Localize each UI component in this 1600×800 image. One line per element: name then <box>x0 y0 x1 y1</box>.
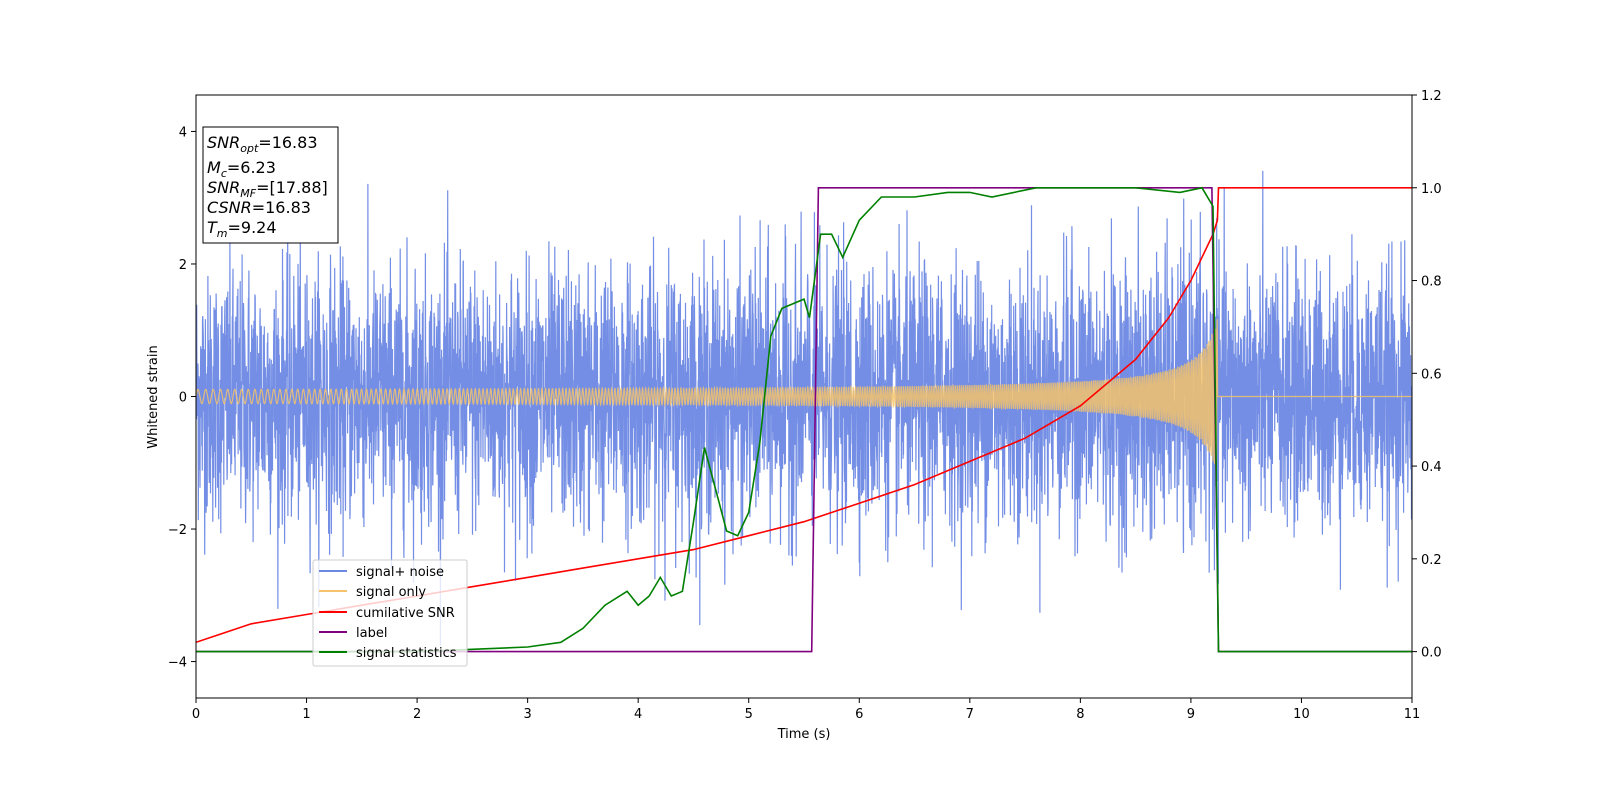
legend-label-signal-noise: signal+ noise <box>356 565 444 580</box>
x-tick-label: 1 <box>302 707 310 722</box>
info-snr-opt: SNRopt=16.83 <box>207 133 318 155</box>
y-right-tick-label: 1.0 <box>1421 182 1442 197</box>
x-tick-label: 3 <box>523 707 531 722</box>
x-tick-label: 4 <box>634 707 642 722</box>
x-tick-label: 10 <box>1293 707 1310 722</box>
y-axis-right: 0.0 0.2 0.4 0.6 0.8 1.0 1.2 <box>1412 89 1442 661</box>
y-left-tick-label: 0 <box>179 391 187 406</box>
x-tick-label: 0 <box>192 707 200 722</box>
y-left-tick-label: −2 <box>168 523 187 538</box>
legend-label-signal-only: signal only <box>356 585 426 600</box>
legend: signal+ noise signal only cumilative SNR… <box>312 559 468 667</box>
x-tick-label: 2 <box>413 707 421 722</box>
legend-label-cumulative-snr: cumilative SNR <box>356 606 455 621</box>
legend-label-signal-statistics: signal statistics <box>356 646 457 661</box>
x-axis: 0 1 2 3 4 5 6 7 8 9 10 11 <box>192 698 1420 722</box>
x-tick-label: 9 <box>1187 707 1195 722</box>
y-axis-title: Whitened strain <box>146 345 161 448</box>
y-left-tick-label: −4 <box>168 656 187 671</box>
y-right-tick-label: 0.6 <box>1421 367 1442 382</box>
series-line-signal-statistics <box>196 186 1412 653</box>
series-line-signal-only <box>196 319 1412 470</box>
x-tick-label: 8 <box>1076 707 1084 722</box>
series-line-signal-noise <box>196 170 1412 646</box>
y-axis-left: −4 −2 0 2 4 <box>168 125 196 671</box>
info-csnr: CSNR=16.83 <box>207 198 311 217</box>
y-left-tick-label: 4 <box>179 125 187 140</box>
info-snr-mf: SNRMF=[17.88] <box>207 178 328 200</box>
x-tick-label: 6 <box>855 707 863 722</box>
y-right-tick-label: 0.8 <box>1421 275 1442 290</box>
y-right-tick-label: 0.4 <box>1421 460 1442 475</box>
y-right-tick-label: 0.2 <box>1421 553 1442 568</box>
y-right-tick-label: 0.0 <box>1421 646 1442 661</box>
x-tick-label: 5 <box>745 707 753 722</box>
x-tick-label: 7 <box>966 707 974 722</box>
info-box: SNRopt=16.83 Mc=6.23 SNRMF=[17.88] CSNR=… <box>202 126 339 244</box>
legend-label-label: label <box>356 626 387 641</box>
y-left-tick-label: 2 <box>179 258 187 273</box>
x-axis-title: Time (s) <box>777 727 831 742</box>
info-t-m: Tm=9.24 <box>207 218 277 240</box>
y-right-tick-label: 1.2 <box>1421 89 1442 104</box>
x-tick-label: 11 <box>1404 707 1421 722</box>
info-m-c: Mc=6.23 <box>207 158 276 180</box>
